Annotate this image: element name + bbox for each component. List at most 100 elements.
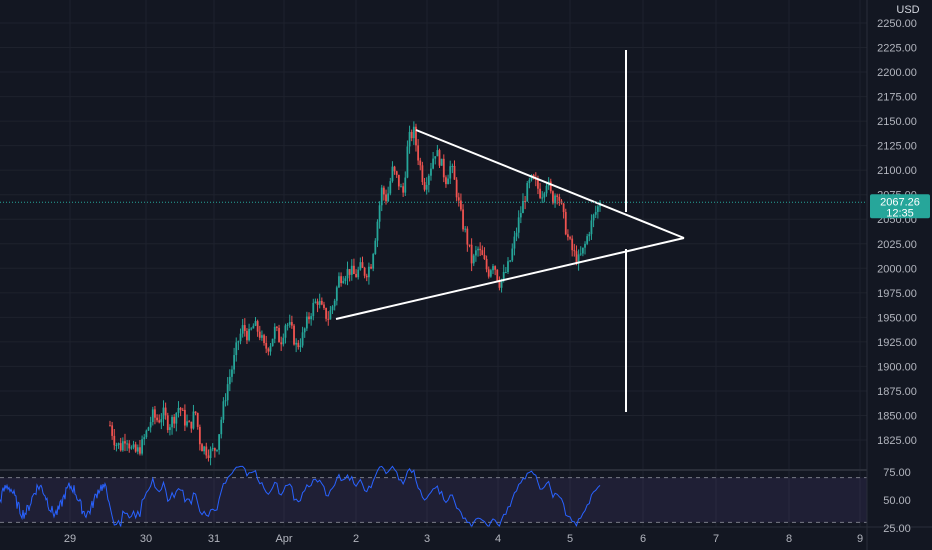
candle-body xyxy=(425,184,428,190)
candle-body xyxy=(350,265,353,275)
candle-body xyxy=(569,237,571,239)
candle-body xyxy=(284,325,287,338)
price-tick-label: 2225.00 xyxy=(877,43,917,55)
candle-body xyxy=(267,348,270,352)
candle-body xyxy=(111,425,114,436)
candle-body xyxy=(511,248,514,261)
price-tick-label: 2250.00 xyxy=(877,18,917,30)
rsi-band xyxy=(0,477,867,523)
rsi-line xyxy=(0,465,601,529)
candle-body xyxy=(564,212,567,235)
price-tick-label: 1925.00 xyxy=(877,337,917,349)
candle-body xyxy=(584,243,586,248)
candle-body xyxy=(288,322,291,325)
candle-body xyxy=(363,267,366,276)
candle-body xyxy=(472,255,475,264)
candle-body xyxy=(305,316,308,329)
candle-body xyxy=(579,253,582,255)
candle-body xyxy=(470,244,473,264)
candle-body xyxy=(504,272,507,274)
candle-body xyxy=(130,447,133,449)
candle-body xyxy=(483,254,486,260)
candle-body xyxy=(417,145,420,161)
candle-body xyxy=(453,165,456,180)
candle-body xyxy=(489,270,492,277)
currency-label[interactable]: USD xyxy=(896,4,919,16)
candle-body xyxy=(545,185,548,194)
price-axis[interactable]: 2250.00 2225.00 2200.00 2175.00 2150.00 2125.… xyxy=(877,18,917,447)
candle-body xyxy=(391,166,394,182)
candle-body xyxy=(442,158,445,178)
candle-body xyxy=(216,449,218,451)
candle-body xyxy=(171,416,173,428)
price-tick-label: 2025.00 xyxy=(877,239,917,251)
candle-body xyxy=(517,217,520,233)
candle-body xyxy=(246,330,248,341)
candle-body xyxy=(500,279,503,288)
candle-body xyxy=(132,444,135,448)
candle-body xyxy=(594,211,597,215)
rsi-axis[interactable]: 75.00 50.00 25.00 xyxy=(883,467,911,535)
candle-body xyxy=(237,341,240,343)
candle-body xyxy=(211,448,214,450)
candle-body xyxy=(573,250,576,252)
candle-body xyxy=(295,342,298,345)
last-price-badge: 2067.26 12:35 xyxy=(870,194,930,219)
candle-body xyxy=(143,437,146,440)
candle-body xyxy=(222,401,225,420)
candle-body xyxy=(588,234,591,237)
candle-body xyxy=(567,234,569,238)
candle-body xyxy=(145,430,148,438)
candle-body xyxy=(558,196,561,201)
candle-body xyxy=(438,150,441,166)
candle-body xyxy=(265,342,268,349)
candle-body xyxy=(156,417,158,421)
candle-body xyxy=(241,325,244,334)
candle-body xyxy=(254,321,257,326)
candle-body xyxy=(186,421,188,426)
candle-body xyxy=(320,300,323,305)
triangle-drawing[interactable] xyxy=(335,50,685,412)
candle-body xyxy=(412,126,415,139)
candle-body xyxy=(528,179,531,184)
candle-body xyxy=(355,273,357,278)
candle-body xyxy=(421,165,424,183)
time-tick-label: 5 xyxy=(567,533,573,545)
candle-body xyxy=(149,422,152,428)
candle-body xyxy=(316,301,319,305)
candle-body xyxy=(376,221,379,241)
candle-body xyxy=(577,254,580,264)
candle-body xyxy=(449,166,452,179)
candle-body xyxy=(141,439,143,454)
candle-body xyxy=(333,300,336,307)
candle-body xyxy=(128,443,131,449)
candle-body xyxy=(526,183,529,202)
candle-body xyxy=(209,449,212,458)
candle-body xyxy=(231,369,233,377)
candle-body xyxy=(147,427,150,431)
candle-body xyxy=(243,325,246,331)
candle-body xyxy=(586,236,589,244)
candle-body xyxy=(387,193,390,202)
candle-body xyxy=(154,409,156,418)
candle-body xyxy=(169,427,171,431)
price-tick-label: 1825.00 xyxy=(877,435,917,447)
candle-body xyxy=(297,342,300,348)
candle-body xyxy=(335,287,338,301)
time-tick-label: 6 xyxy=(640,533,646,545)
candle-body xyxy=(451,165,454,167)
candle-body xyxy=(162,407,165,420)
candle-body xyxy=(481,250,484,255)
candle-body xyxy=(434,156,437,159)
candle-body xyxy=(280,342,283,345)
candle-body xyxy=(522,200,524,214)
candle-body xyxy=(121,441,124,451)
candle-body xyxy=(374,240,377,255)
candle-body xyxy=(228,376,231,385)
candle-body xyxy=(235,342,238,356)
candle-body xyxy=(365,275,368,278)
time-axis[interactable]: 29 30 31 Apr 2 3 4 5 6 7 8 9 xyxy=(64,533,863,545)
candle-body xyxy=(136,447,139,452)
time-tick-label: 2 xyxy=(353,533,359,545)
